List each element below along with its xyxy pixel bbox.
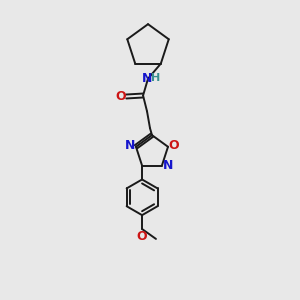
- Text: O: O: [137, 230, 147, 243]
- Text: H: H: [151, 73, 160, 83]
- Text: O: O: [115, 90, 126, 103]
- Text: N: N: [125, 139, 135, 152]
- Text: N: N: [163, 159, 173, 172]
- Text: O: O: [169, 139, 179, 152]
- Text: N: N: [142, 72, 152, 85]
